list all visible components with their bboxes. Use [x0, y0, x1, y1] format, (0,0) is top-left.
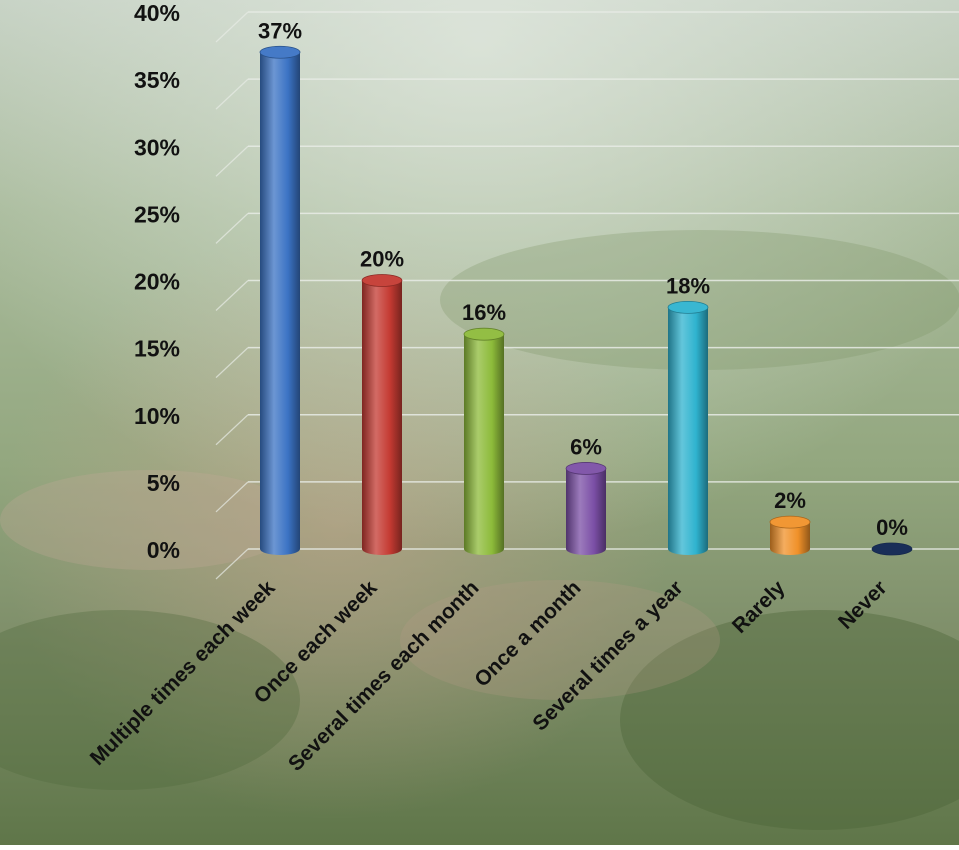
bar-top [259, 45, 301, 59]
bar-top [667, 300, 709, 314]
y-tick-label: 35% [134, 67, 180, 93]
bar-body [566, 468, 606, 555]
bar-body [770, 522, 810, 555]
gridline-depth [215, 212, 249, 244]
bar-top [565, 462, 607, 475]
bar [871, 542, 913, 556]
value-label: 16% [462, 300, 506, 325]
y-tick-label: 5% [147, 470, 180, 496]
gridline-depth [215, 280, 249, 311]
y-tick-label: 20% [134, 269, 180, 295]
y-axis-ticks: 0% 5% 10% 15% 20% 25% 30% 35% 40% [134, 0, 180, 563]
bar-body [362, 280, 402, 555]
gridline-depth [215, 481, 249, 513]
value-label: 18% [666, 273, 710, 298]
bar-top [769, 515, 811, 529]
gridline-depth [215, 548, 249, 580]
y-tick-label: 0% [147, 537, 180, 563]
bar [667, 300, 709, 555]
bar-top [463, 327, 505, 341]
gridline-depth [215, 78, 249, 110]
bar [463, 327, 505, 555]
value-label: 20% [360, 247, 404, 272]
bars [259, 45, 913, 556]
bar [769, 515, 811, 555]
bar [361, 274, 403, 555]
value-label: 37% [258, 18, 302, 43]
bar-top [361, 274, 403, 287]
gridline-depth [215, 145, 249, 177]
bar-top [871, 542, 913, 556]
value-labels: 37% 20% 16% 6% 18% 2% 0% [258, 18, 908, 540]
gridline-depth [215, 414, 249, 446]
bar [259, 45, 301, 556]
y-tick-label: 10% [134, 403, 180, 429]
gridline-depth [215, 11, 249, 43]
y-tick-label: 25% [134, 201, 180, 227]
y-tick-label: 15% [134, 336, 180, 362]
bar-body [464, 334, 504, 555]
value-label: 6% [570, 434, 602, 459]
bar-body [668, 307, 708, 555]
y-tick-label: 40% [134, 0, 180, 26]
gridline-depth [215, 347, 249, 379]
y-tick-label: 30% [134, 134, 180, 160]
bar-body [260, 52, 300, 556]
value-label: 0% [876, 515, 908, 540]
bar [565, 462, 607, 555]
value-label: 2% [774, 488, 806, 513]
